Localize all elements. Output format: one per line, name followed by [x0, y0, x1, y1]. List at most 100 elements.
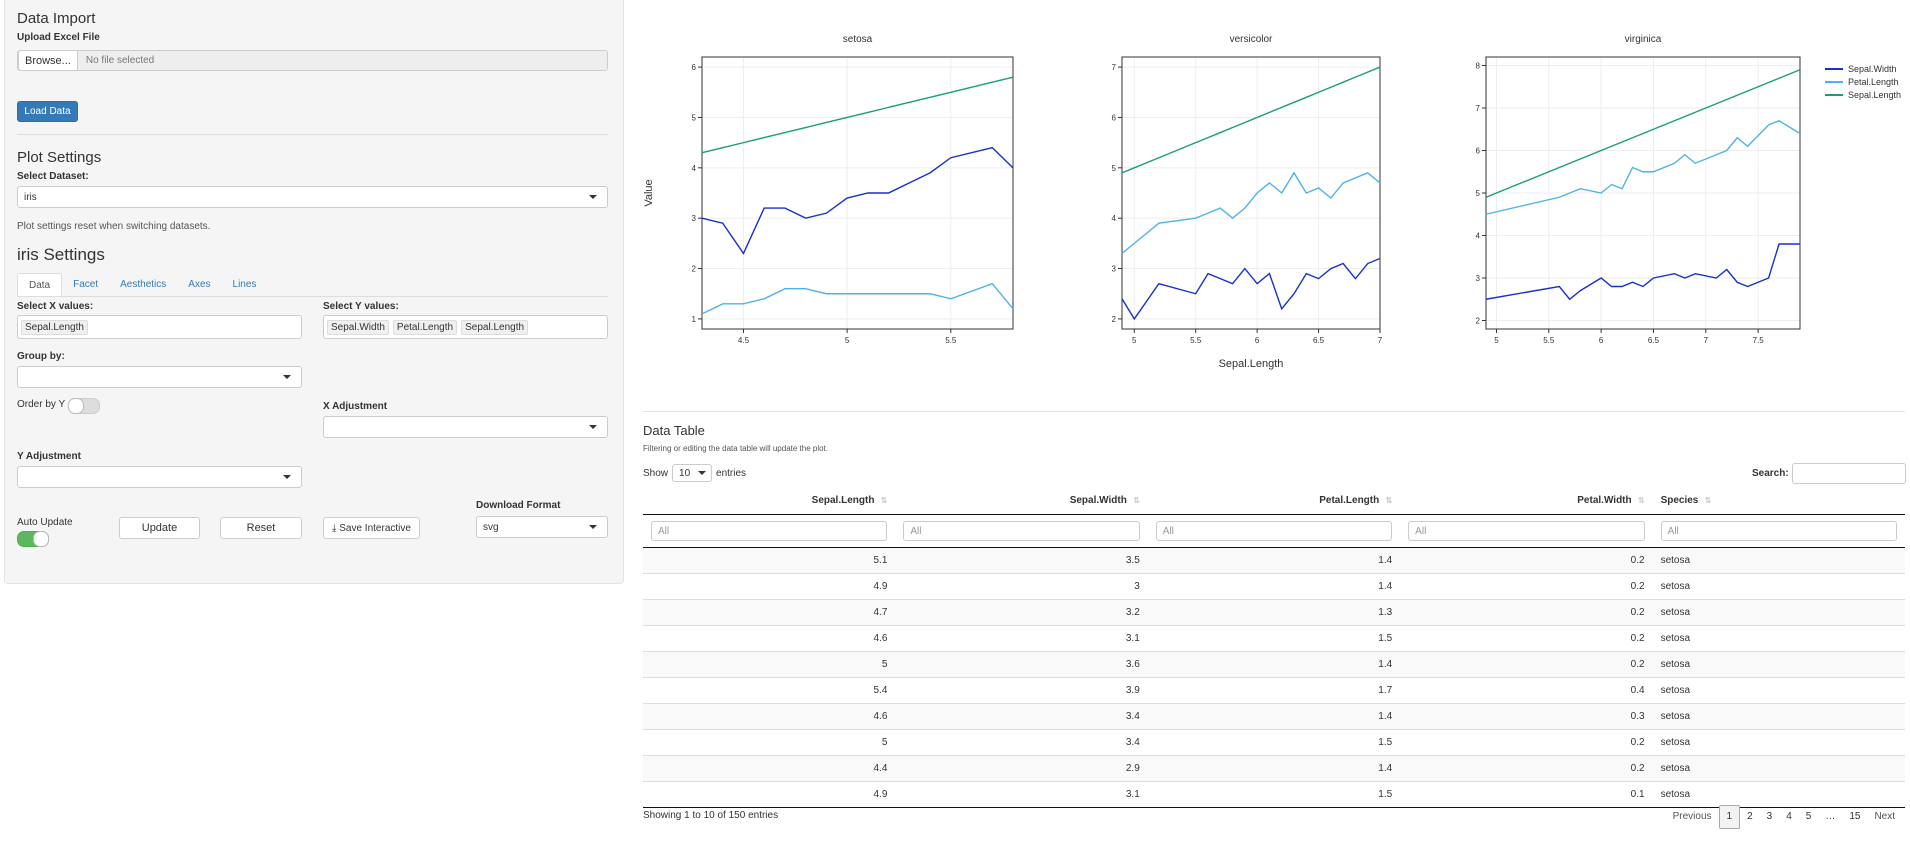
table-cell: 0.3 — [1400, 703, 1653, 730]
group-select[interactable] — [17, 366, 302, 388]
dataset-select[interactable]: iris — [17, 186, 608, 208]
page-button[interactable]: … — [1825, 811, 1836, 822]
tab[interactable]: Aesthetics — [120, 279, 167, 290]
search: Search: — [1752, 463, 1906, 484]
table-row[interactable]: 4.6 3.4 1.4 0.3 setosa — [643, 703, 1905, 730]
y-tick-label: 5 — [692, 113, 697, 122]
chip[interactable]: Sepal.Width — [327, 319, 389, 335]
save-button[interactable]: ⤓ Save Interactive — [323, 517, 420, 539]
table-cell: 0.1 — [1400, 781, 1653, 808]
series-line — [1485, 69, 1801, 198]
filter-input[interactable]: All — [1660, 521, 1897, 541]
y-tick-label: 2 — [1112, 315, 1117, 324]
table-cell: setosa — [1652, 573, 1905, 600]
browse-button[interactable]: Browse... — [18, 50, 78, 71]
x-axis-label: Sepal.Length — [1219, 358, 1284, 370]
format-select[interactable]: svg — [476, 516, 608, 538]
tab[interactable]: Facet — [73, 279, 99, 290]
label: Group by: — [17, 351, 65, 362]
column-header[interactable]: Sepal.Length ⇅ — [643, 486, 896, 515]
y-tick-label: 4 — [1476, 232, 1481, 241]
auto-toggle[interactable] — [17, 531, 49, 547]
table-cell: 5 — [643, 729, 896, 756]
button-text: Save Interactive — [339, 522, 411, 534]
table-row[interactable]: 4.9 3.1 1.5 0.1 setosa — [643, 781, 1905, 808]
table-cell: setosa — [1652, 651, 1905, 678]
filter-input[interactable]: All — [1408, 521, 1645, 541]
page-button[interactable]: Previous — [1672, 811, 1712, 822]
label: Upload Excel File — [17, 32, 100, 43]
page-button[interactable]: 3 — [1766, 811, 1773, 822]
table-cell: 3.4 — [895, 703, 1148, 730]
table-row[interactable]: 5 3.4 1.5 0.2 setosa — [643, 729, 1905, 756]
y-tick-label: 2 — [692, 265, 697, 274]
page-button[interactable]: 2 — [1747, 811, 1753, 822]
table-row[interactable]: 5 3.6 1.4 0.2 setosa — [643, 651, 1905, 678]
file-input[interactable]: Browse... No file selected — [17, 50, 608, 71]
page-button[interactable]: 4 — [1786, 811, 1792, 822]
facet-title: versicolor — [1230, 34, 1273, 45]
load-button[interactable]: Load Data — [17, 101, 78, 122]
filter-cell: All — [895, 514, 1148, 548]
select-value: iris — [24, 191, 37, 203]
header-text: Petal.Width — [1577, 494, 1632, 506]
y-axis-label: Value — [643, 179, 655, 206]
tab[interactable]: Data — [17, 273, 63, 296]
page-button[interactable]: 15 — [1849, 811, 1861, 822]
column-header[interactable]: Sepal.Width ⇅ — [895, 486, 1148, 515]
table-row[interactable]: 4.7 3.2 1.3 0.2 setosa — [643, 599, 1905, 626]
y-select[interactable]: Sepal.Width Petal.Length Sepal.Length — [323, 315, 608, 339]
table-row[interactable]: 4.4 2.9 1.4 0.2 setosa — [643, 755, 1905, 782]
series-line — [1485, 243, 1800, 301]
filter-cell: All — [1400, 514, 1653, 548]
y-tick-label: 6 — [1112, 113, 1117, 122]
series-line — [1121, 66, 1381, 174]
tab[interactable]: Lines — [232, 279, 257, 290]
table-row[interactable]: 4.9 3 1.4 0.2 setosa — [643, 573, 1905, 600]
x-select[interactable]: Sepal.Length — [17, 315, 302, 339]
chip[interactable]: Petal.Length — [392, 319, 458, 335]
filter-cell: All — [1147, 514, 1401, 548]
update-button[interactable]: Update — [119, 517, 200, 539]
page-button[interactable]: 5 — [1805, 811, 1812, 822]
header-row: Sepal.Length ⇅ Sepal.Width ⇅ Petal.Length … — [643, 486, 1905, 515]
table-cell: 1.7 — [1147, 677, 1401, 704]
table-title: Data Table — [643, 423, 705, 438]
x-adjust-select[interactable] — [323, 416, 608, 438]
tabs: Data Facet Aesthetics Axes Lines — [17, 273, 608, 297]
chip[interactable]: Sepal.Length — [461, 319, 529, 335]
y-adjust-select[interactable] — [17, 466, 302, 488]
filter-input[interactable]: All — [1155, 521, 1393, 541]
chip[interactable]: Sepal.Length — [21, 319, 88, 335]
legend-label: Petal.Length — [1848, 77, 1899, 87]
series-line — [1485, 119, 1801, 215]
table-row[interactable]: 5.4 3.9 1.7 0.4 setosa — [643, 677, 1905, 704]
x-tick-label: 5.5 — [945, 336, 957, 345]
column-header[interactable]: Petal.Length ⇅ — [1147, 486, 1401, 515]
heading: Data Import — [17, 10, 96, 27]
table-cell: 0.2 — [1400, 599, 1653, 626]
table-cell: setosa — [1652, 547, 1905, 574]
table-cell: 4.6 — [643, 625, 896, 652]
sort-icon: ⇅ — [878, 495, 888, 505]
length-select[interactable]: 10 — [672, 464, 713, 482]
table-row[interactable]: 5.1 3.5 1.4 0.2 setosa — [643, 547, 1905, 574]
search-input[interactable] — [1791, 463, 1906, 484]
filter-input[interactable]: All — [903, 521, 1140, 541]
note: Plot settings reset when switching datas… — [17, 221, 211, 232]
column-header[interactable]: Petal.Width ⇅ — [1400, 486, 1653, 515]
column-header[interactable]: Species ⇅ — [1652, 486, 1905, 515]
reset-button[interactable]: Reset — [220, 517, 302, 539]
order-toggle[interactable] — [68, 398, 100, 414]
page-button[interactable]: Next — [1874, 811, 1895, 822]
page-button[interactable]: 1 — [1718, 805, 1741, 829]
filter-input[interactable]: All — [651, 521, 888, 541]
table-cell: 0.2 — [1400, 755, 1653, 782]
divider — [643, 411, 1905, 412]
table-row[interactable]: 4.6 3.1 1.5 0.2 setosa — [643, 625, 1905, 652]
table-note: Filtering or editing the data table will… — [643, 444, 829, 453]
table-cell: 0.2 — [1400, 729, 1653, 756]
plot-frame — [701, 56, 1014, 330]
tab[interactable]: Axes — [188, 279, 211, 290]
table-cell: 0.2 — [1400, 547, 1653, 574]
